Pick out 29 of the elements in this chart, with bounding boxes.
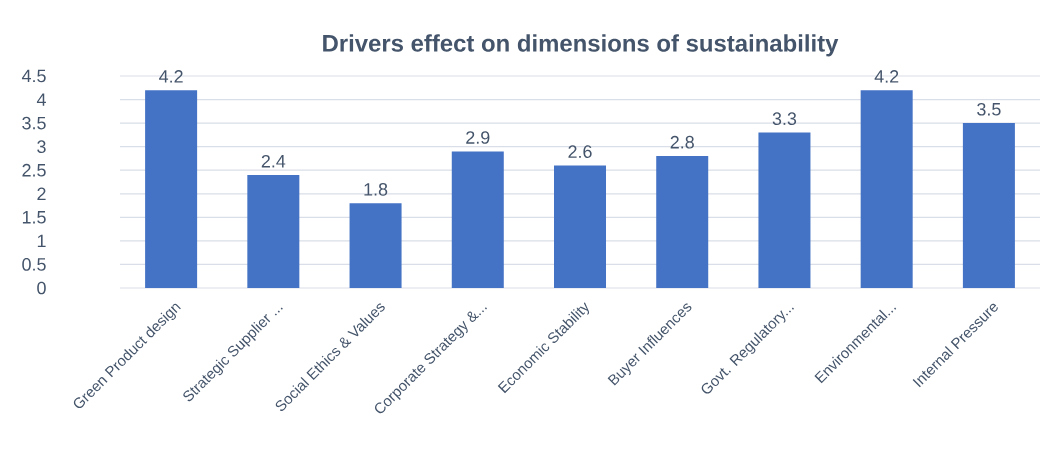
y-tick-label: 3.5 (22, 116, 46, 130)
chart-title: Drivers effect on dimensions of sustainability (323, 34, 839, 57)
bar (860, 90, 913, 288)
y-tick-label: 2 (37, 187, 46, 201)
data-label: 4.2 (874, 70, 899, 83)
bar (145, 90, 198, 288)
data-label: 4.2 (159, 70, 183, 83)
data-label: 2.6 (568, 145, 592, 158)
bar (656, 156, 709, 288)
bar (962, 123, 1015, 288)
bar (554, 165, 606, 288)
y-tick-label: 2.5 (22, 163, 46, 177)
y-tick-label: 4 (36, 93, 46, 106)
bar (349, 203, 402, 288)
data-label: 2.8 (670, 135, 694, 149)
bar (451, 151, 504, 288)
data-label: 3.3 (772, 112, 797, 126)
bar (758, 132, 811, 288)
y-tick-label: 3 (37, 140, 46, 154)
data-label: 2.9 (466, 131, 490, 144)
y-tick-label: 1 (37, 234, 46, 248)
y-tick-label: 0.5 (22, 258, 46, 271)
data-label: 3.5 (977, 102, 1001, 116)
y-tick-label: 4.5 (21, 69, 46, 83)
y-tick-label: 0 (37, 281, 46, 295)
y-tick-label: 1.5 (22, 211, 46, 224)
data-label: 1.8 (364, 182, 388, 196)
data-label: 2.4 (261, 154, 286, 168)
bar (247, 174, 300, 288)
